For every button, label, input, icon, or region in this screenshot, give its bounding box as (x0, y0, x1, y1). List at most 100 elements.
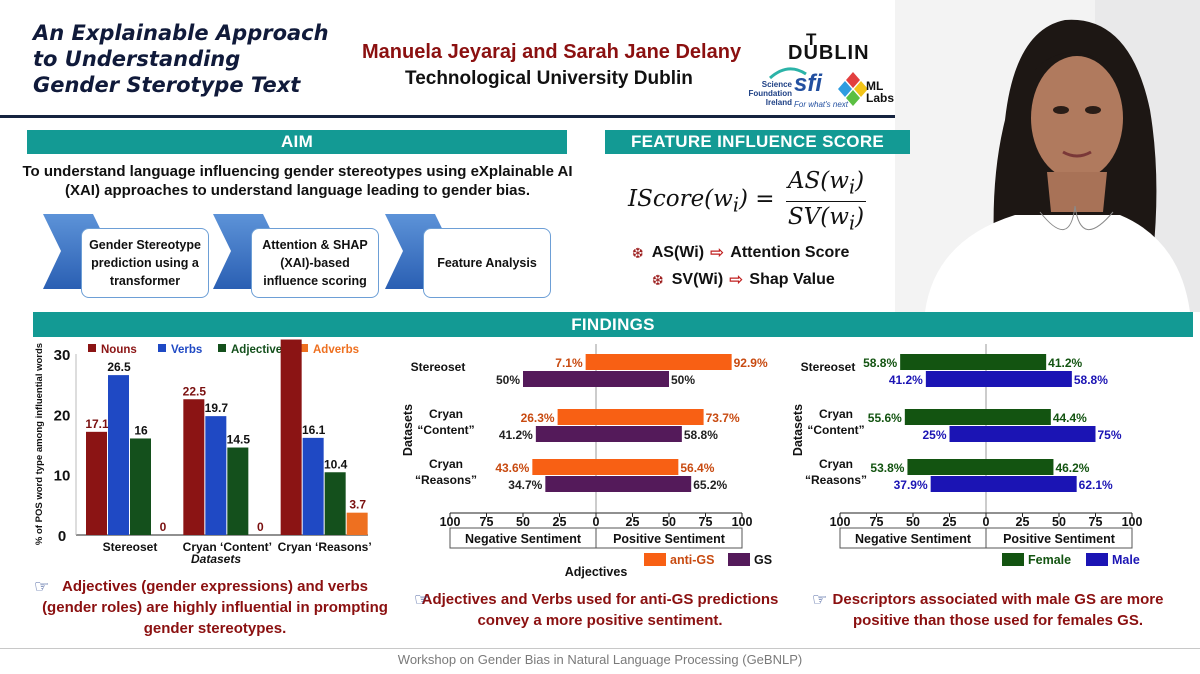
finding-note-1-text: Adjectives (gender expressions) and verb… (42, 578, 388, 637)
formula-numerator: AS(wi) (787, 168, 865, 199)
bar-negative (930, 476, 986, 492)
data-label-positive: 41.2% (1048, 356, 1082, 370)
fis-item-sv-meaning: Shap Value (749, 271, 835, 288)
data-label: 17.1 (85, 417, 109, 431)
pointing-hand-icon: ☞ (414, 590, 430, 609)
sfi-logo-big-text: sfi (794, 70, 823, 97)
category-label: Stereoset (801, 360, 856, 374)
tu-dublin-logo: T DUBLIN (788, 30, 869, 68)
formula-fraction-bar (786, 200, 866, 203)
data-label: 32.4 (280, 338, 304, 339)
adjective-sentiment-chart: Datasets Stereoset 7.1% 92.9% 50% 50% Cryan “Co… (401, 344, 772, 579)
data-label-positive: 75% (1098, 428, 1122, 442)
data-label: 0 (257, 520, 264, 534)
data-label-negative: 26.3% (521, 411, 555, 425)
bar-negative (907, 459, 986, 475)
findings-heading: FINDINGS (33, 312, 1193, 337)
sfi-logo-small-text: Science Foundation Ireland (748, 80, 792, 107)
ml-labs-diamond-icon (838, 72, 868, 106)
aim-step-1: Gender Stereotype prediction using a tra… (43, 214, 209, 298)
bar-positive (986, 354, 1047, 370)
legend-swatch (1086, 553, 1108, 566)
legend-label: Adjectives (231, 344, 289, 356)
legend-label: Male (1112, 553, 1140, 567)
legend-swatch (644, 553, 666, 566)
pointing-hand-icon: ☞ (34, 577, 50, 596)
bar (205, 416, 227, 535)
fis-item-as-term: AS(Wi) (651, 244, 705, 261)
gender-sentiment-chart: Datasets Stereoset 58.8% 41.2% 41.2% 58.8% Cry… (791, 344, 1143, 567)
bar-negative (535, 426, 596, 442)
x-axis-label: Datasets (191, 552, 241, 566)
data-label-positive: 73.7% (706, 411, 740, 425)
x-tick-label: 50 (662, 515, 676, 529)
data-label-positive: 56.4% (680, 461, 714, 475)
fis-item-as: ❆ AS(Wi) ⇨ Attention Score (632, 243, 849, 263)
data-label: 19.7 (205, 401, 229, 415)
fis-item-as-meaning: Attention Score (730, 244, 850, 261)
right-arrow-icon: ⇨ (729, 270, 744, 289)
data-label-negative: 34.7% (508, 478, 542, 492)
finding-note-2-text: Adjectives and Verbs used for anti-GS pr… (421, 591, 779, 629)
pos-bar-chart: % of POS word type among influential wor… (34, 338, 372, 566)
legend-swatch (728, 553, 750, 566)
title-line-1: An Explainable Approach (33, 21, 329, 45)
x-tick-label: 25 (626, 515, 640, 529)
x-tick-label: 100 (440, 515, 461, 529)
legend-label: GS (754, 553, 772, 567)
tu-dublin-logo-t: T (806, 30, 817, 49)
bar (280, 339, 302, 535)
finding-note-3-text: Descriptors associated with male GS are … (832, 591, 1164, 629)
data-label-positive: 50% (671, 373, 695, 387)
formula-lhs: IScore(wi) = (628, 186, 775, 217)
bar (86, 431, 107, 535)
finding-note-2: ☞ Adjectives and Verbs used for anti-GS … (414, 589, 780, 631)
y-tick-label: 10 (54, 468, 71, 485)
category-label: Stereoset (411, 360, 466, 374)
x-tick-label: 25 (943, 515, 957, 529)
bar (324, 472, 346, 535)
bar-positive (596, 354, 732, 370)
right-arrow-icon: ⇨ (710, 243, 725, 262)
bar (130, 438, 151, 535)
formula-denominator-text: SV(w (787, 204, 849, 231)
legend-label: anti-GS (670, 553, 714, 567)
aim-step-3-label: Feature Analysis (423, 228, 551, 298)
data-label: 16 (134, 423, 148, 437)
x-tick-label: 75 (480, 515, 494, 529)
y-axis-label: Datasets (401, 404, 415, 456)
footer: Workshop on Gender Bias in Natural Langu… (0, 648, 1200, 674)
legend-label: Verbs (171, 344, 202, 356)
data-label-positive: 62.1% (1079, 478, 1113, 492)
authors: Manuela Jeyaraj and Sarah Jane Delany (362, 41, 742, 63)
bar (108, 375, 129, 535)
bar-positive (596, 371, 669, 387)
y-tick-label: 20 (54, 407, 71, 424)
bar (227, 447, 249, 535)
data-label: 22.5 (183, 384, 207, 398)
y-tick-label: 30 (54, 347, 71, 364)
x-tick-label: Cryan ‘Reasons’ (278, 540, 372, 554)
bar-positive (986, 371, 1072, 387)
bar-negative (545, 476, 596, 492)
x-tick-label: 100 (1122, 515, 1143, 529)
y-axis-label: % of POS word type among influential wor… (34, 343, 45, 545)
bar-positive (596, 476, 692, 492)
x-tick-label: 100 (830, 515, 851, 529)
data-label-negative: 41.2% (889, 373, 923, 387)
bar-positive (986, 476, 1077, 492)
data-label-negative: 7.1% (555, 356, 583, 370)
aim-text: To understand language influencing gende… (22, 163, 573, 199)
positive-sentiment-label: Positive Sentiment (1003, 532, 1116, 546)
x-tick-label: Stereoset (103, 540, 158, 554)
finding-note-3: ☞ Descriptors associated with male GS ar… (812, 589, 1178, 631)
x-axis-label: Adjectives (565, 565, 628, 579)
category-label: Cryan (819, 457, 853, 471)
bar-negative (949, 426, 986, 442)
bar-negative (532, 459, 596, 475)
formula-denominator: SV(wi) (787, 204, 865, 235)
category-label: “Reasons” (415, 473, 477, 487)
sfi-swoosh-icon (769, 67, 807, 80)
pointing-hand-icon: ☞ (812, 590, 828, 609)
aim-step-1-label: Gender Stereotype prediction using a tra… (81, 228, 209, 298)
